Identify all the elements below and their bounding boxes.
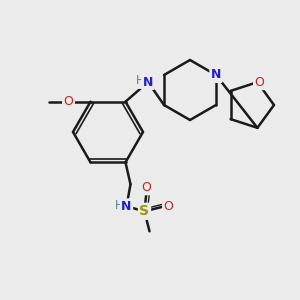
- Text: S: S: [140, 204, 149, 218]
- Text: O: O: [254, 76, 264, 89]
- Text: H: H: [115, 199, 124, 212]
- Text: H: H: [136, 74, 144, 88]
- Text: O: O: [164, 200, 173, 213]
- Text: N: N: [143, 76, 153, 88]
- Text: N: N: [211, 68, 221, 82]
- Text: O: O: [64, 95, 74, 108]
- Text: N: N: [121, 200, 132, 213]
- Text: O: O: [142, 181, 152, 194]
